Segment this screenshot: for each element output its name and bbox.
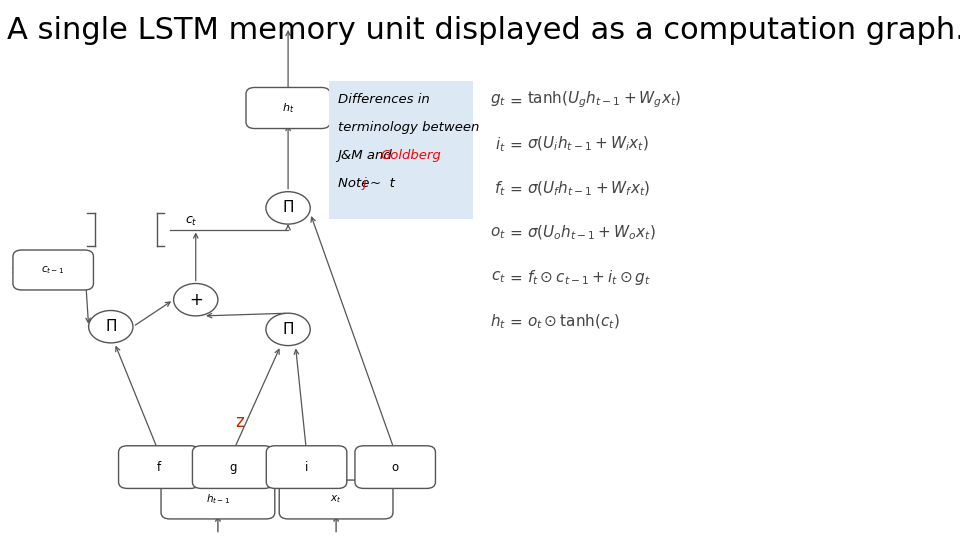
Polygon shape (128, 482, 426, 487)
Text: Differences in: Differences in (338, 93, 429, 106)
Text: ~  t: ~ t (371, 177, 395, 190)
Text: Goldberg: Goldberg (380, 149, 442, 162)
Text: $=$: $=$ (507, 225, 523, 240)
Text: $h_t$: $h_t$ (282, 101, 295, 115)
Text: $=$: $=$ (507, 137, 523, 152)
Text: A single LSTM memory unit displayed as a computation graph.: A single LSTM memory unit displayed as a… (8, 16, 960, 45)
Circle shape (266, 192, 310, 224)
Text: $\sigma(U_o h_{t-1}+W_o x_t)$: $\sigma(U_o h_{t-1}+W_o x_t)$ (527, 224, 656, 242)
FancyBboxPatch shape (266, 446, 347, 488)
Text: Π: Π (282, 200, 294, 215)
FancyBboxPatch shape (279, 480, 393, 519)
Text: $=$: $=$ (507, 181, 523, 196)
Text: $=$: $=$ (507, 269, 523, 285)
FancyBboxPatch shape (328, 81, 472, 219)
Text: f: f (156, 461, 161, 474)
FancyBboxPatch shape (246, 87, 330, 129)
FancyBboxPatch shape (12, 250, 93, 290)
Text: $i_t$: $i_t$ (495, 135, 506, 153)
Circle shape (88, 310, 133, 343)
Text: $x_t$: $x_t$ (330, 494, 342, 505)
Text: Π: Π (105, 319, 116, 334)
Text: terminology between: terminology between (338, 121, 479, 134)
Text: z: z (236, 413, 245, 431)
Text: Π: Π (282, 322, 294, 337)
Text: $\mathrm{tanh}(U_g h_{t-1}+W_g x_t)$: $\mathrm{tanh}(U_g h_{t-1}+W_g x_t)$ (527, 90, 682, 110)
Text: $o_t \odot \mathrm{tanh}(c_t)$: $o_t \odot \mathrm{tanh}(c_t)$ (527, 312, 619, 330)
Text: $c_{t-1}$: $c_{t-1}$ (41, 264, 65, 276)
Text: $c_t$: $c_t$ (184, 215, 197, 228)
Text: $o_t$: $o_t$ (491, 225, 506, 241)
Text: Note: Note (338, 177, 373, 190)
Circle shape (266, 313, 310, 346)
Text: +: + (189, 291, 203, 309)
Text: o: o (392, 461, 398, 474)
FancyBboxPatch shape (192, 446, 273, 488)
Text: j: j (363, 177, 367, 190)
FancyBboxPatch shape (118, 446, 199, 488)
Text: i: i (305, 461, 308, 474)
FancyBboxPatch shape (161, 480, 275, 519)
FancyBboxPatch shape (355, 446, 436, 488)
Text: $f_t$: $f_t$ (494, 179, 506, 198)
Circle shape (174, 284, 218, 316)
Text: $\sigma(U_i h_{t-1}+W_i x_t)$: $\sigma(U_i h_{t-1}+W_i x_t)$ (527, 135, 649, 153)
Text: $h_t$: $h_t$ (490, 312, 506, 330)
Text: g: g (228, 461, 236, 474)
Text: $=$: $=$ (507, 92, 523, 107)
Text: $f_t \odot c_{t-1} + i_t \odot g_t$: $f_t \odot c_{t-1} + i_t \odot g_t$ (527, 267, 651, 287)
Text: $=$: $=$ (507, 314, 523, 329)
Text: $c_t$: $c_t$ (492, 269, 506, 285)
Polygon shape (128, 482, 426, 487)
Text: $\sigma(U_f h_{t-1}+W_f x_t)$: $\sigma(U_f h_{t-1}+W_f x_t)$ (527, 179, 650, 198)
Text: $g_t$: $g_t$ (490, 92, 506, 108)
Text: $h_{t-1}$: $h_{t-1}$ (205, 492, 230, 507)
Text: J&M and: J&M and (338, 149, 396, 162)
